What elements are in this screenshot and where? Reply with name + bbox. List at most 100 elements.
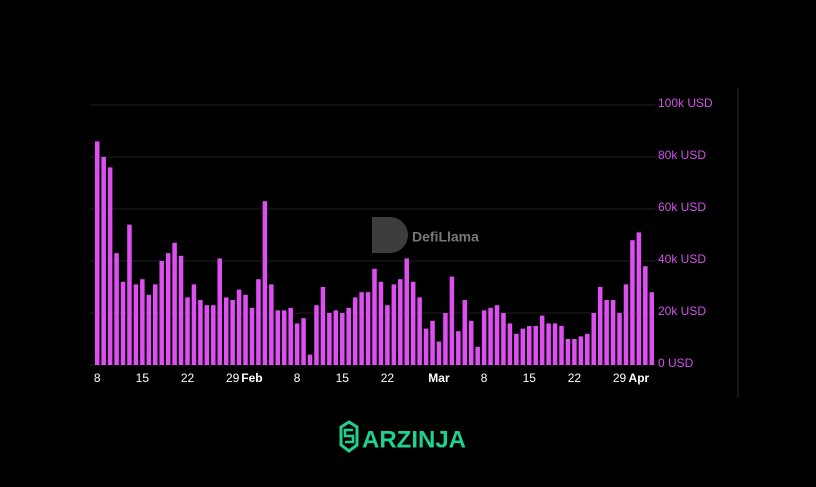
y-tick-label: 60k USD (658, 200, 706, 214)
bar (585, 333, 590, 365)
bar (462, 300, 468, 365)
bar (230, 300, 235, 365)
bar (398, 279, 403, 365)
bar (140, 279, 145, 365)
x-tick-label: Apr (629, 371, 650, 385)
bar (539, 315, 545, 365)
x-tick-label: 29 (226, 371, 240, 385)
bar (94, 141, 100, 365)
bar (546, 323, 551, 365)
bar (340, 313, 345, 365)
bar (275, 310, 281, 365)
bar (359, 292, 364, 365)
bar (243, 294, 248, 365)
bar (314, 305, 319, 365)
y-tick-label: 40k USD (658, 252, 706, 266)
bar (269, 284, 274, 365)
bar (223, 297, 229, 365)
x-tick-label: 8 (94, 371, 101, 385)
brand-name: ARZINJA (362, 426, 466, 453)
bar (572, 339, 577, 365)
bar (578, 336, 584, 365)
bar (204, 305, 210, 365)
x-tick-label: 8 (294, 371, 301, 385)
watermark: DefiLlama (412, 229, 479, 245)
bar (630, 240, 635, 365)
bar (172, 242, 177, 365)
x-tick-label: 15 (336, 371, 350, 385)
bar (346, 307, 351, 365)
bar (159, 261, 164, 365)
bar (520, 328, 526, 365)
bar (501, 313, 506, 365)
bar (307, 354, 313, 365)
bar (649, 292, 655, 365)
bar (385, 305, 390, 365)
bar (449, 276, 455, 365)
bar (365, 292, 371, 365)
watermark-logo (372, 217, 408, 253)
x-tick-label: Feb (241, 371, 262, 385)
bar (211, 305, 216, 365)
y-tick-label: 0 USD (658, 356, 694, 370)
x-tick-label: 29 (613, 371, 627, 385)
bar (288, 307, 293, 365)
bar (391, 284, 397, 365)
bar (591, 313, 596, 365)
bar (120, 281, 126, 365)
brand-logo (339, 420, 359, 453)
bar (443, 313, 448, 365)
bar (559, 326, 564, 365)
bar (114, 253, 119, 365)
bar (410, 281, 416, 365)
bar (597, 287, 603, 365)
bar (133, 284, 139, 365)
x-tick-label: 22 (181, 371, 195, 385)
bar (127, 224, 132, 365)
bar (320, 287, 326, 365)
bar (101, 157, 106, 365)
bar (146, 294, 152, 365)
bar (494, 305, 500, 365)
bar (256, 279, 261, 365)
bar (417, 297, 422, 365)
bar (533, 326, 538, 365)
bar (643, 266, 648, 365)
x-tick-label: 8 (481, 371, 488, 385)
bar (552, 323, 558, 365)
y-tick-label: 20k USD (658, 304, 706, 318)
bar (352, 297, 358, 365)
bar (617, 313, 622, 365)
bar (372, 268, 377, 365)
bar (565, 339, 571, 365)
bar (404, 258, 409, 365)
bar (507, 323, 513, 365)
bar (301, 318, 306, 365)
bar (217, 258, 222, 365)
bar (178, 255, 184, 365)
bar (436, 341, 442, 365)
bar (456, 331, 461, 365)
bar (636, 232, 642, 365)
bar (249, 307, 255, 365)
bar (527, 326, 532, 365)
bar (488, 307, 493, 365)
bar (281, 310, 287, 365)
bar (153, 284, 158, 365)
bar (191, 284, 197, 365)
bar (514, 333, 519, 365)
x-tick-label: 15 (136, 371, 150, 385)
bar (604, 300, 609, 365)
bar (262, 201, 268, 365)
bar (430, 320, 435, 365)
bar (236, 289, 242, 365)
x-tick-label: 15 (523, 371, 537, 385)
bar (623, 284, 629, 365)
bar (481, 310, 487, 365)
bar (198, 300, 203, 365)
bar (468, 320, 474, 365)
y-tick-label: 80k USD (658, 148, 706, 162)
bar (333, 310, 339, 365)
